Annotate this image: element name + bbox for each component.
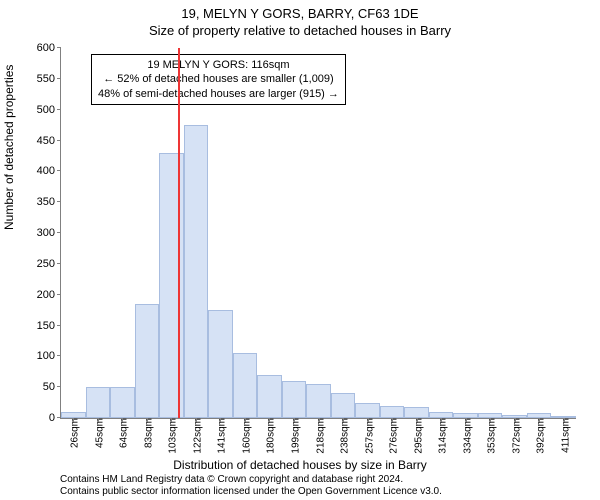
x-tick-label: 238sqm — [336, 418, 351, 454]
chart-container: 19, MELYN Y GORS, BARRY, CF63 1DE Size o… — [0, 0, 600, 500]
annotation-line3: 48% of semi-detached houses are larger (… — [98, 87, 339, 101]
y-tick-mark — [57, 78, 61, 79]
x-tick-mark — [539, 418, 540, 422]
x-tick-label: 218sqm — [311, 418, 326, 454]
x-tick-label: 314sqm — [434, 418, 449, 454]
x-tick-mark — [392, 418, 393, 422]
y-tick-mark — [57, 294, 61, 295]
x-tick-label: 26sqm — [66, 418, 81, 448]
x-tick-mark — [417, 418, 418, 422]
chart-supertitle: 19, MELYN Y GORS, BARRY, CF63 1DE — [0, 0, 600, 21]
x-tick-mark — [269, 418, 270, 422]
x-tick-mark — [564, 418, 565, 422]
x-tick-mark — [466, 418, 467, 422]
annotation-box: 19 MELYN Y GORS: 116sqm ← 52% of detache… — [91, 54, 346, 105]
y-tick-mark — [57, 140, 61, 141]
x-tick-mark — [441, 418, 442, 422]
bar — [306, 384, 331, 418]
x-tick-label: 45sqm — [90, 418, 105, 448]
bar — [233, 353, 258, 418]
annotation-line2: ← 52% of detached houses are smaller (1,… — [98, 72, 339, 86]
y-tick-label: 600 — [37, 42, 61, 54]
marker-line — [178, 48, 180, 418]
x-tick-mark — [122, 418, 123, 422]
bar — [404, 407, 429, 418]
x-tick-label: 141sqm — [213, 418, 228, 454]
x-tick-mark — [98, 418, 99, 422]
x-tick-label: 103sqm — [164, 418, 179, 454]
footer-line1: Contains HM Land Registry data © Crown c… — [60, 474, 442, 486]
y-tick-mark — [57, 325, 61, 326]
x-tick-label: 160sqm — [237, 418, 252, 454]
bar — [355, 403, 380, 418]
plot-area: 19 MELYN Y GORS: 116sqm ← 52% of detache… — [60, 48, 576, 419]
y-tick-label: 250 — [37, 258, 61, 270]
y-tick-mark — [57, 386, 61, 387]
x-tick-mark — [171, 418, 172, 422]
bar — [135, 304, 160, 418]
y-tick-label: 350 — [37, 196, 61, 208]
x-tick-label: 180sqm — [262, 418, 277, 454]
bar — [257, 375, 282, 418]
x-tick-label: 276sqm — [385, 418, 400, 454]
y-tick-mark — [57, 201, 61, 202]
x-tick-mark — [490, 418, 491, 422]
x-tick-mark — [343, 418, 344, 422]
y-tick-mark — [57, 263, 61, 264]
x-tick-mark — [147, 418, 148, 422]
y-tick-label: 500 — [37, 104, 61, 116]
bar — [86, 387, 111, 418]
y-axis-label: Number of detached properties — [2, 65, 16, 230]
y-tick-label: 100 — [37, 350, 61, 362]
chart-title: Size of property relative to detached ho… — [0, 21, 600, 38]
y-tick-mark — [57, 109, 61, 110]
x-tick-mark — [220, 418, 221, 422]
x-tick-mark — [319, 418, 320, 422]
y-tick-label: 0 — [49, 412, 61, 424]
y-tick-label: 50 — [43, 381, 61, 393]
x-tick-label: 411sqm — [556, 418, 571, 453]
x-tick-label: 392sqm — [532, 418, 547, 454]
bar — [282, 381, 307, 418]
bar — [380, 406, 405, 418]
x-tick-label: 334sqm — [458, 418, 473, 454]
y-tick-mark — [57, 47, 61, 48]
y-tick-label: 400 — [37, 165, 61, 177]
y-tick-label: 550 — [37, 73, 61, 85]
y-tick-label: 200 — [37, 289, 61, 301]
bar — [208, 310, 233, 418]
x-tick-label: 372sqm — [507, 418, 522, 454]
y-tick-mark — [57, 355, 61, 356]
bar — [331, 393, 356, 418]
x-tick-mark — [368, 418, 369, 422]
y-tick-mark — [57, 232, 61, 233]
x-tick-mark — [245, 418, 246, 422]
x-tick-mark — [196, 418, 197, 422]
y-tick-label: 150 — [37, 320, 61, 332]
y-tick-label: 450 — [37, 135, 61, 147]
x-tick-label: 199sqm — [286, 418, 301, 454]
x-tick-label: 295sqm — [409, 418, 424, 454]
x-tick-label: 64sqm — [115, 418, 130, 448]
x-axis-label: Distribution of detached houses by size … — [0, 458, 600, 472]
footer: Contains HM Land Registry data © Crown c… — [60, 474, 442, 498]
annotation-line1: 19 MELYN Y GORS: 116sqm — [98, 58, 339, 72]
x-tick-mark — [515, 418, 516, 422]
y-tick-mark — [57, 170, 61, 171]
x-tick-label: 353sqm — [483, 418, 498, 454]
bar — [184, 125, 209, 418]
y-tick-label: 300 — [37, 227, 61, 239]
x-tick-label: 122sqm — [188, 418, 203, 454]
footer-line2: Contains public sector information licen… — [60, 486, 442, 498]
bar — [110, 387, 135, 418]
x-tick-mark — [73, 418, 74, 422]
x-tick-label: 83sqm — [139, 418, 154, 448]
x-tick-mark — [294, 418, 295, 422]
x-tick-label: 257sqm — [360, 418, 375, 454]
